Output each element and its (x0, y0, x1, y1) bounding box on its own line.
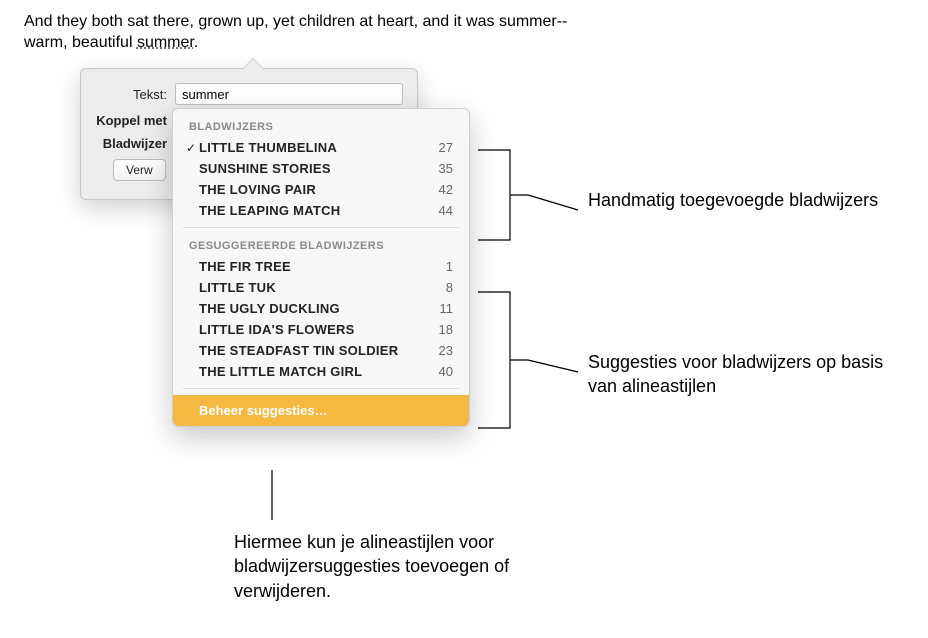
bookmark-item[interactable]: THE LOVING PAIR 42 (173, 179, 469, 200)
bookmark-item[interactable]: ✓ LITTLE THUMBELINA 27 (173, 137, 469, 158)
bookmark-item[interactable]: THE LEAPING MATCH 44 (173, 200, 469, 221)
suggested-item[interactable]: THE LITTLE MATCH GIRL 40 (173, 361, 469, 382)
suggested-item-page: 40 (425, 364, 453, 379)
bookmark-item-page: 27 (425, 140, 453, 155)
bookmark-item-label: THE LEAPING MATCH (199, 203, 425, 218)
bookmark-item-label: SUNSHINE STORIES (199, 161, 425, 176)
suggested-item-page: 1 (425, 259, 453, 274)
section-bookmarks-header: BLADWIJZERS (173, 115, 469, 137)
suggested-item[interactable]: LITTLE TUK 8 (173, 277, 469, 298)
suggested-item-label: THE FIR TREE (199, 259, 425, 274)
tekst-input[interactable] (175, 83, 403, 105)
suggested-item-label: THE UGLY DUCKLING (199, 301, 425, 316)
suggested-item-label: THE STEADFAST TIN SOLDIER (199, 343, 425, 358)
row-tekst: Tekst: (95, 83, 403, 105)
callout-manage: Hiermee kun je alineastijlen voor bladwi… (234, 530, 574, 603)
check-icon: ✓ (183, 141, 199, 155)
manage-suggestions-label: Beheer suggesties… (199, 403, 328, 418)
bookmark-item-label: LITTLE THUMBELINA (199, 140, 425, 155)
callout-manual: Handmatig toegevoegde bladwijzers (588, 188, 888, 212)
koppel-label: Koppel met (95, 113, 175, 128)
manage-suggestions-item[interactable]: Beheer suggesties… (173, 395, 469, 426)
doc-text-after: . (194, 34, 198, 51)
bookmark-item-page: 42 (425, 182, 453, 197)
linked-word[interactable]: summer (137, 34, 194, 51)
suggested-item-page: 8 (425, 280, 453, 295)
dropdown-divider (183, 388, 459, 389)
suggested-item[interactable]: THE STEADFAST TIN SOLDIER 23 (173, 340, 469, 361)
bookmark-item[interactable]: SUNSHINE STORIES 35 (173, 158, 469, 179)
suggested-item-label: THE LITTLE MATCH GIRL (199, 364, 425, 379)
section-suggested-header: GESUGGEREERDE BLADWIJZERS (173, 234, 469, 256)
bookmark-item-label: THE LOVING PAIR (199, 182, 425, 197)
verw-button-label: Verw (126, 163, 153, 177)
document-text: And they both sat there, grown up, yet c… (24, 12, 584, 54)
suggested-item-page: 18 (425, 322, 453, 337)
bookmark-dropdown: BLADWIJZERS ✓ LITTLE THUMBELINA 27 SUNSH… (172, 108, 470, 427)
suggested-item-label: LITTLE IDA'S FLOWERS (199, 322, 425, 337)
suggested-item-page: 23 (425, 343, 453, 358)
dropdown-divider (183, 227, 459, 228)
callout-suggest: Suggesties voor bladwijzers op basis van… (588, 350, 888, 399)
suggested-item[interactable]: LITTLE IDA'S FLOWERS 18 (173, 319, 469, 340)
tekst-label: Tekst: (95, 87, 175, 102)
doc-text-before: And they both sat there, grown up, yet c… (24, 13, 567, 51)
bookmark-item-page: 44 (425, 203, 453, 218)
bladwijzer-label: Bladwijzer (95, 136, 175, 151)
suggested-item[interactable]: THE FIR TREE 1 (173, 256, 469, 277)
suggested-item-label: LITTLE TUK (199, 280, 425, 295)
suggested-item-page: 11 (425, 301, 453, 316)
verw-button[interactable]: Verw (113, 159, 166, 181)
bookmark-item-page: 35 (425, 161, 453, 176)
suggested-item[interactable]: THE UGLY DUCKLING 11 (173, 298, 469, 319)
